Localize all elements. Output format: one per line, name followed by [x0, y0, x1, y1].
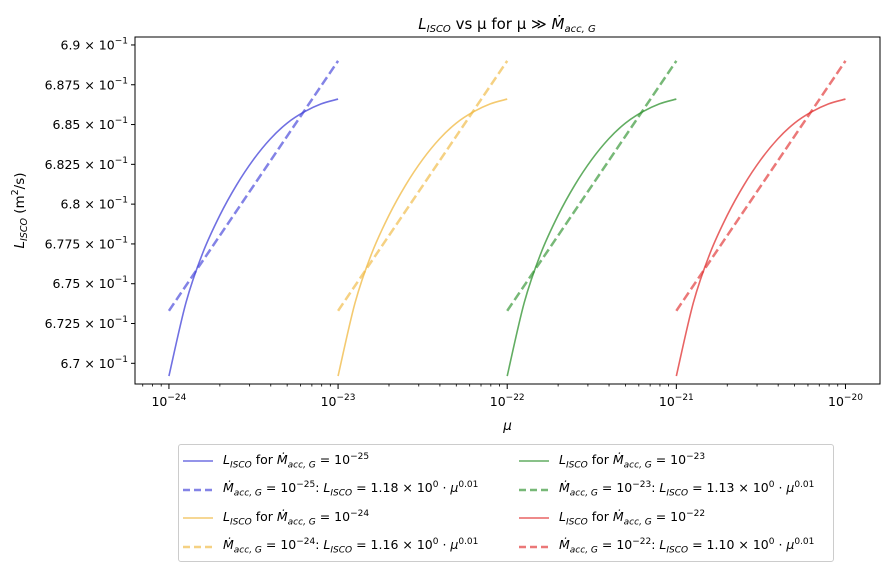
y-tick-label: 6.725 × 10−1 [45, 315, 128, 331]
legend-swatch [183, 484, 213, 496]
y-tick-label: 6.775 × 10−1 [45, 235, 128, 251]
y-tick-label: 6.75 × 10−1 [53, 275, 128, 291]
legend-swatch [519, 455, 549, 467]
series-fit-line-1 [169, 61, 338, 311]
series-fit-line-5 [507, 61, 676, 311]
legend-swatch [519, 484, 549, 496]
legend-item: LISCO for Ṁacc, G = 10−24 [183, 506, 369, 530]
x-tick-label: 10−22 [490, 393, 525, 409]
legend-item: Ṁacc, G = 10−25: LISCO = 1.18 × 100 · μ0… [183, 478, 478, 502]
legend-label: LISCO for Ṁacc, G = 10−23 [559, 452, 705, 471]
plot-area-frame [135, 37, 880, 384]
legend-item: Ṁacc, G = 10−23: LISCO = 1.13 × 100 · μ0… [519, 478, 814, 502]
y-tick-label: 6.85 × 10−1 [53, 116, 128, 132]
x-tick-label: 10−23 [321, 393, 356, 409]
legend-label: Ṁacc, G = 10−23: LISCO = 1.13 × 100 · μ0… [559, 480, 814, 499]
y-tick-label: 6.9 × 10−1 [61, 36, 129, 52]
series-layer [169, 61, 846, 376]
legend-swatch [183, 455, 213, 467]
series-line-0 [169, 99, 338, 376]
series-line-4 [507, 99, 676, 376]
legend-label: Ṁacc, G = 10−25: LISCO = 1.18 × 100 · μ0… [223, 480, 478, 499]
legend-label: Ṁacc, G = 10−22: LISCO = 1.10 × 100 · μ0… [559, 537, 814, 556]
x-tick-label: 10−24 [151, 393, 186, 409]
x-axis-label: μ [502, 418, 512, 434]
legend-swatch [183, 512, 213, 524]
y-tick-label: 6.825 × 10−1 [45, 156, 128, 172]
series-fit-line-3 [338, 61, 507, 311]
legend-label: LISCO for Ṁacc, G = 10−25 [223, 452, 369, 471]
y-tick-label: 6.875 × 10−1 [45, 76, 128, 92]
y-tick-label: 6.7 × 10−1 [61, 355, 129, 371]
y-axis-label: LISCO (m2/s) [10, 172, 30, 248]
legend-item: LISCO for Ṁacc, G = 10−22 [519, 506, 705, 530]
y-tick-label: 6.8 × 10−1 [61, 196, 129, 212]
series-fit-line-7 [676, 61, 845, 311]
legend-item: LISCO for Ṁacc, G = 10−25 [183, 449, 369, 473]
legend-item: LISCO for Ṁacc, G = 10−23 [519, 449, 705, 473]
chart-title: LISCO vs μ for μ ≫ Ṁacc, G [418, 14, 596, 35]
x-tick-label: 10−21 [659, 393, 694, 409]
x-axis-ticks: 10−24 10−23 10−22 10−21 10−20 [143, 384, 863, 409]
series-line-6 [676, 99, 845, 376]
legend-label: Ṁacc, G = 10−24: LISCO = 1.16 × 100 · μ0… [223, 537, 478, 556]
legend: LISCO for Ṁacc, G = 10−25 Ṁacc, G = 10−25… [178, 444, 834, 562]
legend-swatch [183, 541, 213, 553]
legend-label: LISCO for Ṁacc, G = 10−22 [559, 509, 705, 528]
legend-item: Ṁacc, G = 10−24: LISCO = 1.16 × 100 · μ0… [183, 535, 478, 559]
series-line-2 [338, 99, 507, 376]
legend-swatch [519, 512, 549, 524]
y-axis-ticks: 6.7 × 10−1 6.725 × 10−1 6.75 × 10−1 6.775 ×… [45, 36, 135, 370]
x-tick-label: 10−20 [828, 393, 863, 409]
legend-swatch [519, 541, 549, 553]
legend-item: Ṁacc, G = 10−22: LISCO = 1.10 × 100 · μ0… [519, 535, 814, 559]
legend-label: LISCO for Ṁacc, G = 10−24 [223, 509, 369, 528]
